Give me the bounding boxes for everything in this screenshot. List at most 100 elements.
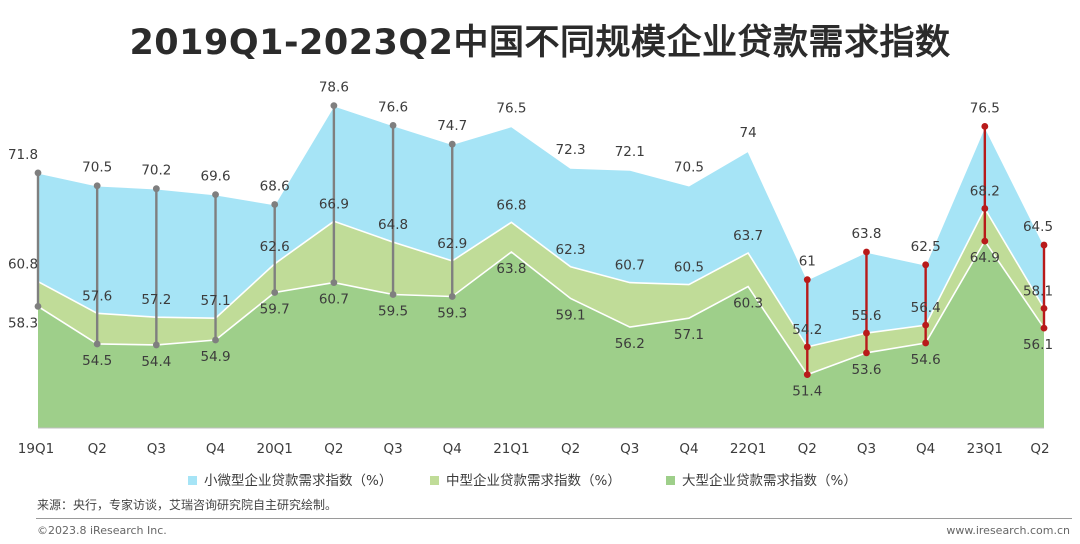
connector-gray-3-top-dot [212,191,219,199]
data-label-small: 69.6 [200,169,230,185]
connector-red-14-top-dot [863,248,870,256]
x-tick-label: Q2 [1030,441,1049,457]
line-medium-series [37,206,1045,348]
legend-label-large: 大型企业贷款需求指数（%） [682,472,857,489]
x-tick-label: 20Q1 [257,441,293,457]
connector-red-14-mid-dot [863,329,870,337]
connector-red-17-mid-dot [1040,304,1048,312]
legend-swatch-medium [430,476,439,485]
x-tick-label: 19Q1 [18,441,54,457]
data-label-small: 71.8 [8,147,38,163]
connector-red-14-bottom-dot [863,349,870,357]
data-label-medium: 58.1 [1023,283,1053,299]
line-large-series [37,239,1045,376]
connector-red-15-top-dot [922,261,930,269]
data-label-medium: 62.6 [260,239,290,255]
data-label-large: 59.5 [378,304,408,320]
x-tick-label: Q4 [916,441,935,457]
connector-gray-3-bottom-dot [212,336,219,344]
connector-red-16-bottom-dot [981,237,989,245]
data-label-medium: 68.2 [970,183,1000,199]
connector-red-13-mid-dot [803,343,811,351]
data-label-large: 59.7 [260,302,290,318]
connector-red-16-mid-dot [981,205,989,212]
connector-gray-4-top-dot [271,201,279,208]
data-label-medium: 63.7 [733,228,763,244]
data-label-medium: 60.8 [8,257,38,273]
data-label-small: 72.3 [556,142,586,158]
connector-red-17-top-dot [1040,241,1048,249]
data-label-small: 72.1 [615,144,645,160]
page-title: 2019Q1-2023Q2中国不同规模企业贷款需求指数 [129,23,951,63]
connector-red-15-bottom-dot [922,339,930,347]
data-label-small: 74 [740,125,757,141]
data-label-small: 70.2 [141,163,171,179]
data-label-medium: 60.7 [615,258,645,274]
connector-red-16-top-dot [981,122,989,130]
data-label-small: 68.6 [260,179,290,195]
connector-red-15-mid-dot [922,321,930,329]
x-tick-label: 22Q1 [730,441,766,457]
data-label-small: 63.8 [851,226,881,242]
x-tick-label: Q3 [620,441,639,457]
data-label-large: 56.2 [615,336,645,352]
data-label-large: 56.1 [1023,337,1053,353]
legend-swatch-large [666,476,675,485]
data-label-medium: 64.8 [378,217,408,233]
data-label-medium: 55.6 [851,308,881,324]
x-tick-label: Q4 [206,441,225,457]
connector-red-13-top-dot [803,276,811,284]
data-label-large: 60.7 [319,292,349,308]
data-label-medium: 66.8 [496,197,526,213]
connector-gray-5-bottom-dot [330,279,338,287]
x-tick-label: 21Q1 [493,441,529,457]
data-label-small: 78.6 [319,80,349,96]
data-label-large: 63.8 [496,261,526,277]
data-label-large: 53.6 [851,362,881,378]
data-label-small: 61 [799,254,816,270]
data-label-large: 60.3 [733,296,763,312]
connector-gray-1-top-dot [93,182,101,190]
connector-gray-5-top-dot [330,102,338,110]
connector-gray-7-bottom-dot [448,293,456,300]
x-tick-label: Q4 [443,441,462,457]
data-label-medium: 62.3 [556,242,586,258]
data-label-large: 59.1 [556,307,586,323]
data-label-large: 64.9 [970,250,1000,266]
x-tick-label: Q3 [857,441,876,457]
connector-gray-2-bottom-dot [152,341,160,349]
data-label-small: 64.5 [1023,219,1053,235]
connector-red-13-bottom-dot [803,371,811,378]
data-label-medium: 57.2 [141,292,171,308]
website: www.iresearch.com.cn [946,524,1070,537]
x-tick-label: 23Q1 [967,441,1003,457]
data-label-small: 74.7 [437,118,467,134]
connector-gray-7-top-dot [448,140,456,148]
connector-gray-2-top-dot [152,185,160,193]
data-label-large: 59.3 [437,305,467,321]
data-label-large: 54.6 [911,352,941,368]
source-note: 来源：央行，专家访谈，艾瑞咨询研究院自主研究绘制。 [37,498,338,512]
data-label-medium: 57.1 [200,293,230,309]
area-large-series [38,241,1044,428]
connector-gray-0-top-dot [34,169,42,177]
connector-gray-0-bottom-dot [34,302,42,310]
x-tick-label: Q3 [383,441,402,457]
connector-gray-1-bottom-dot [93,340,101,348]
data-label-medium: 54.2 [792,322,822,338]
data-label-small: 70.5 [82,160,112,176]
x-tick-label: Q2 [561,441,580,457]
x-tick-label: Q2 [88,441,107,457]
data-label-large: 51.4 [792,384,822,400]
connector-red-17-bottom-dot [1040,324,1048,332]
x-tick-label: Q3 [147,441,166,457]
data-label-large: 54.5 [82,353,112,369]
line-small-series [37,104,1045,281]
data-label-small: 62.5 [911,239,941,255]
data-label-medium: 66.9 [319,196,349,212]
data-label-small: 76.6 [378,99,408,115]
connector-gray-4-bottom-dot [271,289,279,296]
data-label-small: 70.5 [674,160,704,176]
connector-gray-6-top-dot [389,122,397,129]
